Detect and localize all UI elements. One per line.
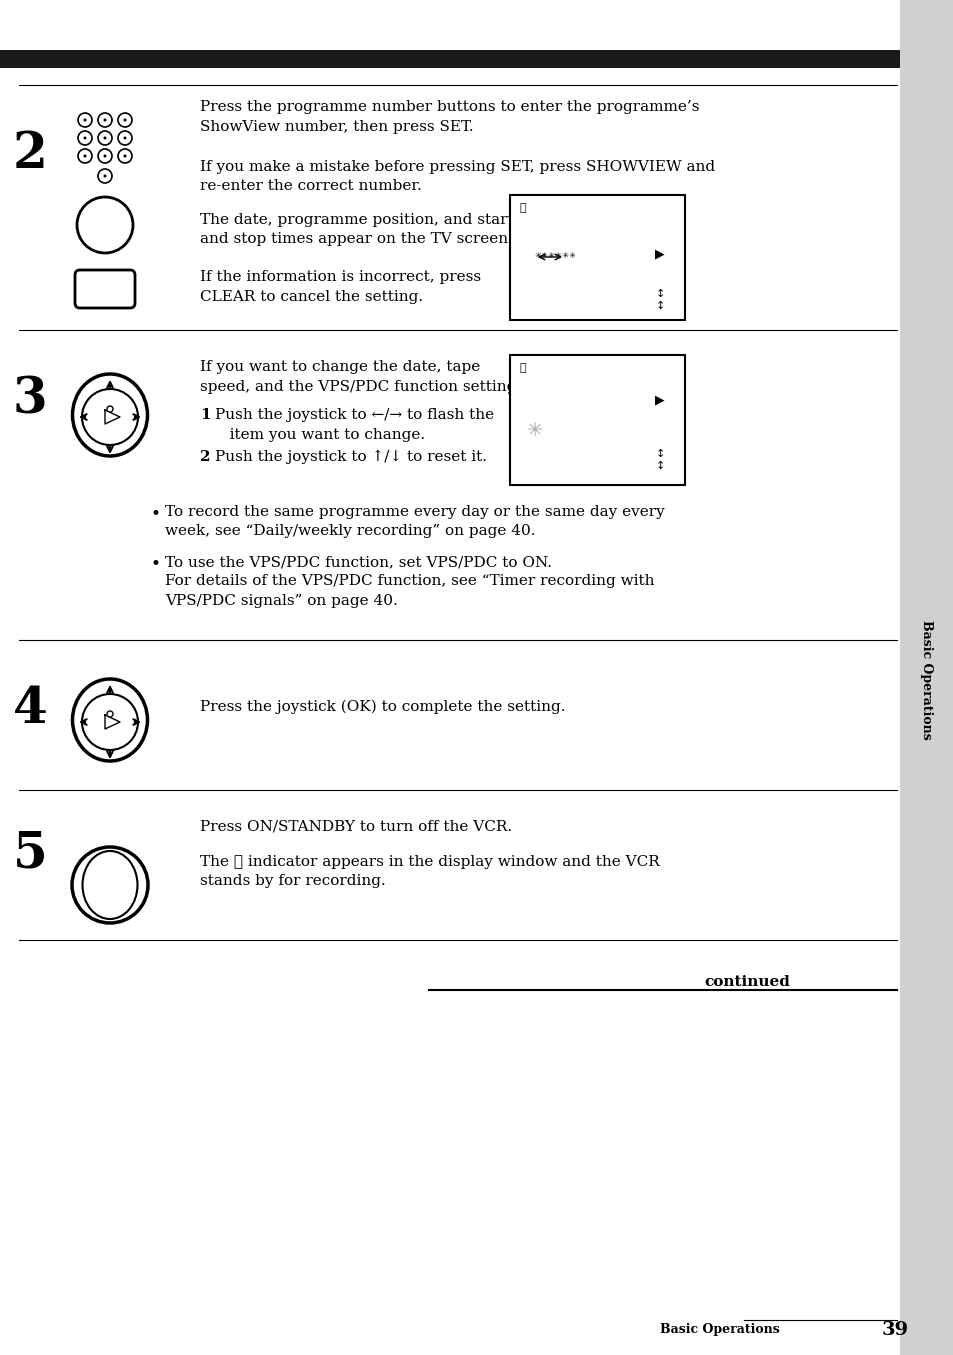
Text: To record the same programme every day or the same day every
week, see “Daily/we: To record the same programme every day o… <box>165 505 664 538</box>
Text: 5: 5 <box>12 831 48 879</box>
Text: ▶: ▶ <box>655 393 664 406</box>
FancyBboxPatch shape <box>0 50 899 68</box>
Text: If you want to change the date, tape
speed, and the VPS/PDC function setting:: If you want to change the date, tape spe… <box>200 360 521 393</box>
Text: ✳✳✳✳✳✳: ✳✳✳✳✳✳ <box>535 251 577 260</box>
Text: •: • <box>150 505 160 523</box>
Text: ⏻: ⏻ <box>519 203 526 213</box>
Circle shape <box>123 118 127 122</box>
Text: The date, programme position, and start
and stop times appear on the TV screen.: The date, programme position, and start … <box>200 213 513 247</box>
Text: ⏻: ⏻ <box>519 363 526 373</box>
Polygon shape <box>105 411 120 424</box>
Circle shape <box>103 175 107 178</box>
Text: The ⏻ indicator appears in the display window and the VCR
stands by for recordin: The ⏻ indicator appears in the display w… <box>200 855 659 889</box>
Polygon shape <box>105 715 120 729</box>
Text: ✳: ✳ <box>526 420 542 439</box>
Circle shape <box>103 154 107 157</box>
Circle shape <box>84 118 87 122</box>
Text: Push the joystick to ←/→ to flash the
   item you want to change.: Push the joystick to ←/→ to flash the it… <box>214 408 494 442</box>
Circle shape <box>123 154 127 157</box>
Text: Press the joystick (OK) to complete the setting.: Press the joystick (OK) to complete the … <box>200 701 565 714</box>
Text: Press the programme number buttons to enter the programme’s
ShowView number, the: Press the programme number buttons to en… <box>200 100 699 134</box>
Text: 2: 2 <box>12 130 48 179</box>
Text: •: • <box>150 556 160 573</box>
Text: Basic Operations: Basic Operations <box>920 621 933 740</box>
Text: To use the VPS/PDC function, set VPS/PDC to ON.
For details of the VPS/PDC funct: To use the VPS/PDC function, set VPS/PDC… <box>165 556 654 608</box>
Text: Press ON/STANDBY to turn off the VCR.: Press ON/STANDBY to turn off the VCR. <box>200 820 512 833</box>
Text: 1: 1 <box>200 408 211 421</box>
Text: ↕
↕: ↕ ↕ <box>655 450 664 470</box>
Text: 3: 3 <box>12 375 48 424</box>
Text: 39: 39 <box>881 1321 907 1339</box>
Text: If the information is incorrect, press
CLEAR to cancel the setting.: If the information is incorrect, press C… <box>200 270 480 304</box>
FancyBboxPatch shape <box>510 355 684 485</box>
Text: If you make a mistake before pressing SET, press SHOWVIEW and
re-enter the corre: If you make a mistake before pressing SE… <box>200 160 715 194</box>
Text: Basic Operations: Basic Operations <box>659 1324 780 1336</box>
Text: Push the joystick to ↑/↓ to reset it.: Push the joystick to ↑/↓ to reset it. <box>214 450 486 465</box>
Text: continued: continued <box>703 976 789 989</box>
Circle shape <box>103 118 107 122</box>
Text: ▶: ▶ <box>655 248 664 260</box>
FancyBboxPatch shape <box>75 270 135 308</box>
Circle shape <box>84 154 87 157</box>
FancyBboxPatch shape <box>899 0 953 1355</box>
Text: 2: 2 <box>200 450 211 463</box>
Circle shape <box>103 137 107 140</box>
Text: ↕
↕: ↕ ↕ <box>655 289 664 310</box>
Circle shape <box>84 137 87 140</box>
FancyBboxPatch shape <box>510 195 684 320</box>
Circle shape <box>123 137 127 140</box>
Text: 4: 4 <box>12 686 48 734</box>
